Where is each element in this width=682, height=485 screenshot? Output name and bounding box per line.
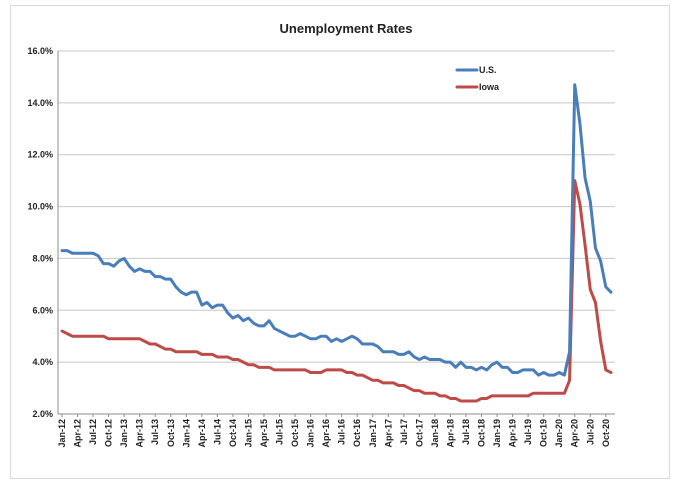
y-tick-label: 8.0% [32,253,53,263]
x-tick-label: Jan-17 [368,419,378,448]
x-tick-label: Apr-18 [445,419,455,448]
x-tick-label: Oct-16 [352,419,362,447]
y-tick-label: 10.0% [27,202,53,212]
x-tick-label: Jul-19 [523,419,533,445]
x-tick-label: Oct-17 [414,419,424,447]
series-layer [60,83,613,403]
x-tick-label: Jul-15 [275,419,285,445]
series-line-iowa [60,179,613,403]
x-tick-label: Jan-19 [492,419,502,448]
x-tick-label: Oct-15 [290,419,300,447]
x-tick-label: Jul-20 [585,419,595,445]
x-tick-label: Jan-15 [243,419,253,448]
y-tick-label: 16.0% [27,46,53,56]
legend: U.S. Iowa [455,65,500,92]
chart-frame: Unemployment Rates 2.0% 4.0% 6.0% 8.0% 10.0%… [10,5,670,479]
x-tick-label: Jul-16 [337,419,347,445]
x-tick-label: Apr-19 [508,419,518,448]
x-tick-label: Jul-17 [399,419,409,445]
x-tick-label: Oct-12 [104,419,114,447]
axis-layer: 2.0% 4.0% 6.0% 8.0% 10.0% 12.0% 14.0% 16.0% Jan-… [27,46,615,448]
y-tick-label: 2.0% [32,409,53,419]
x-tick-label: Jan-13 [119,419,129,448]
x-tick-label: Jan-14 [181,419,191,448]
x-tick-label: Apr-14 [197,419,207,448]
series-line-us [60,83,613,377]
y-tick-label: 14.0% [27,98,53,108]
y-tick-label: 6.0% [32,305,53,315]
x-tick-label: Jul-18 [461,419,471,445]
legend-label-iowa: Iowa [479,82,500,92]
x-tick-label: Apr-13 [135,419,145,448]
x-tick-label: Apr-12 [73,419,83,448]
chart-title: Unemployment Rates [280,21,413,36]
x-tick-label: Jul-14 [212,419,222,445]
legend-label-us: U.S. [479,65,497,75]
x-tick-label: Oct-20 [601,419,611,447]
x-tick-label: Jan-12 [57,419,67,448]
x-tick-label: Jan-16 [306,419,316,448]
unemployment-chart: Unemployment Rates 2.0% 4.0% 6.0% 8.0% 10.0%… [27,21,615,448]
x-tick-label: Apr-20 [570,419,580,448]
x-tick-label: Apr-16 [321,419,331,448]
y-tick-label: 12.0% [27,150,53,160]
x-tick-label: Jan-18 [430,419,440,448]
x-tick-label: Apr-15 [259,419,269,448]
grid-layer [58,50,615,415]
x-tick-label: Oct-18 [477,419,487,447]
y-tick-label: 4.0% [32,357,53,367]
x-tick-label: Oct-19 [539,419,549,447]
x-tick-label: Jul-13 [150,419,160,445]
x-tick-label: Apr-17 [383,419,393,448]
x-tick-label: Oct-14 [228,419,238,447]
x-tick-label: Jul-12 [88,419,98,445]
x-tick-label: Jan-20 [554,419,564,448]
x-tick-label: Oct-13 [166,419,176,447]
